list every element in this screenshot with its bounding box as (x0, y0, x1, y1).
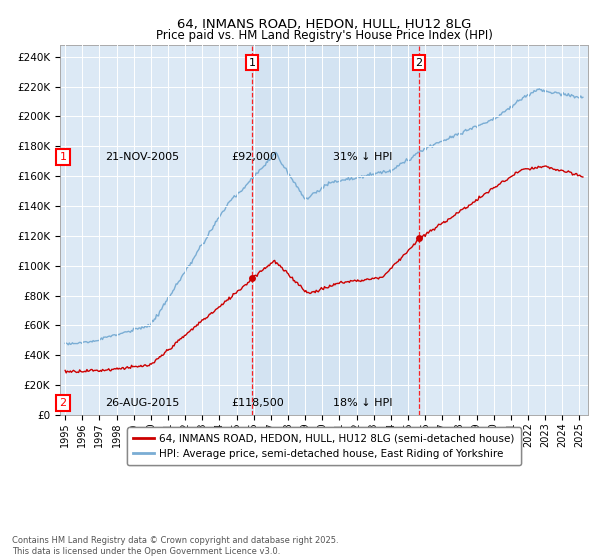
Text: Contains HM Land Registry data © Crown copyright and database right 2025.
This d: Contains HM Land Registry data © Crown c… (12, 536, 338, 556)
Text: 64, INMANS ROAD, HEDON, HULL, HU12 8LG: 64, INMANS ROAD, HEDON, HULL, HU12 8LG (177, 18, 471, 31)
Text: 21-NOV-2005: 21-NOV-2005 (105, 152, 179, 162)
Text: Price paid vs. HM Land Registry's House Price Index (HPI): Price paid vs. HM Land Registry's House … (155, 29, 493, 42)
Text: 18% ↓ HPI: 18% ↓ HPI (333, 398, 392, 408)
Bar (252, 45, 419, 415)
Text: 2: 2 (416, 58, 423, 68)
Text: 1: 1 (248, 58, 256, 68)
Text: 2: 2 (59, 398, 67, 408)
Text: 26-AUG-2015: 26-AUG-2015 (105, 398, 179, 408)
Text: 1: 1 (59, 152, 67, 162)
Text: £118,500: £118,500 (231, 398, 284, 408)
Text: 31% ↓ HPI: 31% ↓ HPI (333, 152, 392, 162)
Legend: 64, INMANS ROAD, HEDON, HULL, HU12 8LG (semi-detached house), HPI: Average price: 64, INMANS ROAD, HEDON, HULL, HU12 8LG (… (127, 427, 521, 465)
Bar (252, 45, 419, 415)
Text: £92,000: £92,000 (231, 152, 277, 162)
